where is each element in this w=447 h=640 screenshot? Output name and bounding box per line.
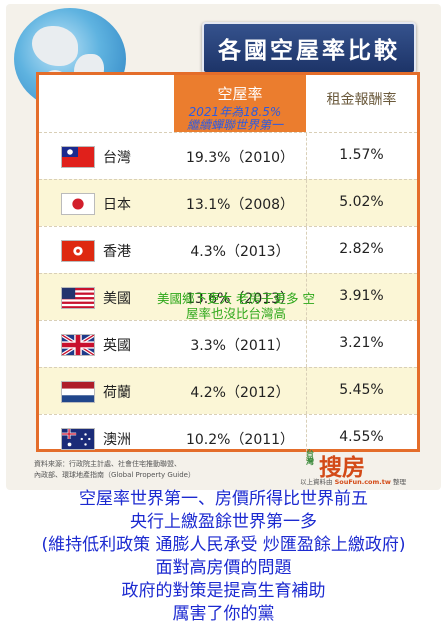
usa-flag-icon <box>61 287 95 309</box>
caption-line: 政府的對策是提高生育補助 <box>121 581 326 601</box>
table-header: 空屋率 租金報酬率 <box>39 75 417 132</box>
caption-line: 面對高房價的問題 <box>155 558 292 578</box>
vacancy-rate-value: 13.1%（2008） <box>185 197 295 213</box>
rental-yield-value: 5.45% <box>339 382 384 398</box>
taiwan-2021-annotation: 2021年為18.5% 繼續蟬聯世界第一 <box>160 106 310 132</box>
table-row: 荷蘭 4.2%（2012） 5.45% <box>39 367 417 414</box>
vacancy-rate-value: 10.2%（2011） <box>185 432 295 448</box>
vacancy-rate-value: 13.6%（2013） <box>185 291 295 307</box>
country-name: 英國 <box>103 338 131 354</box>
vacancy-rate-value: 19.3%（2010） <box>185 150 295 166</box>
annotation-line: 2021年為18.5% <box>188 105 282 119</box>
table-row: 英國 3.3%（2011） 3.21% <box>39 320 417 367</box>
rental-yield-value: 4.55% <box>339 429 384 445</box>
usa-annotation: 美國鄉下更大 老房子更多 空 屋率也沒比台灣高 <box>136 291 336 321</box>
table-row: 香港 4.3%（2013） 2.82% <box>39 226 417 273</box>
page-title: 各國空屋率比較 <box>202 22 416 74</box>
soufun-logo: 台灣 搜房 <box>306 449 386 482</box>
logo-main-text: 搜房 <box>319 454 365 481</box>
table-row: 台灣 19.3%（2010） 1.57% <box>39 132 417 179</box>
credit-prefix: 以上資料由 <box>300 478 333 486</box>
data-source: 資料來源：行政院主計處、社會住宅推動聯盟、 內政部、環球地產指南（Global … <box>34 459 294 481</box>
country-name: 美國 <box>103 291 131 307</box>
credit-suffix: 整理 <box>392 478 406 486</box>
country-name: 澳洲 <box>103 432 131 448</box>
table-row: 日本 13.1%（2008） 5.02% <box>39 179 417 226</box>
caption-text: 空屋率世界第一、房價所得比世界前五 央行上繳盈餘世界第一多 (維持低利政策 通膨… <box>0 488 447 626</box>
credit-line: 以上資料由 SouFun.com.tw 整理 <box>300 476 406 486</box>
rental-yield-value: 1.57% <box>339 147 384 163</box>
caption-line: 央行上繳盈餘世界第一多 <box>130 512 317 532</box>
table-row: 美國 13.6%（2013） 3.91% <box>39 273 417 320</box>
logo-small-text: 台灣 <box>306 449 314 466</box>
annotation-line: 美國鄉下更大 老房子更多 空 <box>157 291 315 306</box>
hong-kong-flag-icon <box>61 240 95 262</box>
source-line: 資料來源：行政院主計處、社會住宅推動聯盟、 <box>34 460 181 468</box>
rental-yield-value: 2.82% <box>339 241 384 257</box>
uk-flag-icon <box>61 334 95 356</box>
country-name: 香港 <box>103 244 131 260</box>
vacancy-rate-value: 4.3%（2013） <box>190 244 290 260</box>
caption-line: 空屋率世界第一、房價所得比世界前五 <box>79 489 368 509</box>
caption-line: 厲害了你的黨 <box>172 604 275 624</box>
annotation-line: 屋率也沒比台灣高 <box>185 306 286 321</box>
country-name: 荷蘭 <box>103 385 131 401</box>
rental-yield-value: 5.02% <box>339 194 384 210</box>
caption-line: (維持低利政策 通膨人民承受 炒匯盈餘上繳政府) <box>41 535 406 555</box>
taiwan-flag-icon <box>61 146 95 168</box>
credit-brand: SouFun.com.tw <box>334 478 391 486</box>
comparison-table: 空屋率 租金報酬率 台灣 19.3%（2010） 1.57% 日本 13.1%（… <box>36 72 420 461</box>
rental-yield-value: 3.21% <box>339 335 384 351</box>
netherlands-flag-icon <box>61 381 95 403</box>
header-rental-yield: 租金報酬率 <box>306 75 417 132</box>
annotation-line: 繼續蟬聯世界第一 <box>186 118 283 132</box>
source-line: 內政部、環球地產指南（Global Property Guide） <box>34 471 195 479</box>
japan-flag-icon <box>61 193 95 215</box>
vacancy-rate-value: 4.2%（2012） <box>190 385 290 401</box>
australia-flag-icon <box>61 428 95 450</box>
table-row: 澳洲 10.2%（2011） 4.55% <box>39 414 417 461</box>
rental-yield-value: 3.91% <box>339 288 384 304</box>
country-name: 台灣 <box>103 150 131 166</box>
header-vacancy-rate: 空屋率 <box>174 75 306 132</box>
country-name: 日本 <box>103 197 131 213</box>
header-blank-cell <box>39 75 174 132</box>
vacancy-rate-value: 3.3%（2011） <box>190 338 290 354</box>
